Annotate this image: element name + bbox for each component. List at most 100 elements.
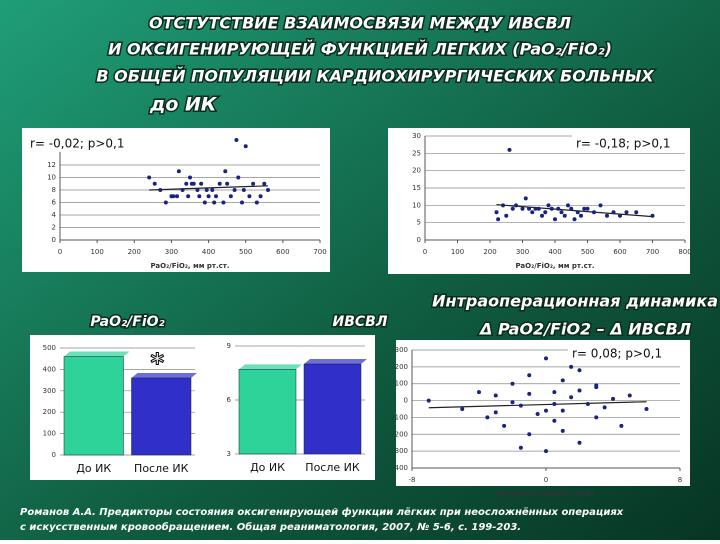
- y-tick-label: 300: [43, 387, 56, 395]
- point: [507, 147, 512, 152]
- point: [650, 213, 655, 218]
- point: [240, 200, 244, 205]
- bar: [303, 363, 362, 455]
- point: [152, 181, 157, 186]
- point: [518, 445, 523, 450]
- point: [221, 200, 226, 205]
- point: [510, 206, 515, 211]
- x-tick-label: 0: [544, 476, 548, 484]
- point: [147, 175, 152, 180]
- y-tick-label: 8: [52, 186, 56, 194]
- point: [560, 378, 565, 383]
- point: [225, 181, 230, 186]
- y-tick-label: 9: [227, 342, 231, 350]
- subtitle: до ИК: [149, 94, 218, 116]
- point: [518, 403, 523, 408]
- point: [510, 381, 515, 386]
- x-tick-label: 600: [613, 248, 626, 256]
- point: [494, 210, 499, 215]
- point: [579, 213, 583, 218]
- point: [195, 188, 200, 192]
- bar: [238, 369, 297, 455]
- point: [527, 391, 532, 396]
- point: [234, 138, 239, 142]
- point: [533, 206, 538, 211]
- point: [598, 203, 603, 208]
- y-tick-label: 300: [395, 346, 408, 354]
- point: [520, 206, 525, 211]
- point: [556, 206, 561, 211]
- point: [258, 194, 263, 199]
- point: [175, 194, 179, 199]
- point: [618, 213, 622, 218]
- annotation-box: [26, 134, 142, 152]
- point: [204, 188, 209, 192]
- footnote: с искусственным кровообращением. Общая р…: [20, 521, 521, 533]
- point: [530, 210, 535, 215]
- point: [514, 203, 518, 208]
- y-tick-label: 3: [227, 450, 231, 458]
- x-tick-label: После ИК: [305, 461, 360, 474]
- x-axis-label: PaO₂/FiO₂, мм рт.ст.: [150, 262, 229, 270]
- bar: [63, 356, 124, 456]
- y-tick-label: -100: [392, 413, 408, 421]
- annotation: r= -0,02; p>0,1: [30, 137, 124, 151]
- point: [527, 206, 531, 211]
- point: [176, 169, 181, 174]
- point: [504, 213, 509, 218]
- y-tick-label: 30: [412, 132, 421, 140]
- x-tick-label: 500: [581, 248, 594, 256]
- point: [546, 203, 551, 208]
- y-tick-label: 15: [412, 184, 421, 192]
- y-tick-label: 25: [412, 149, 421, 157]
- point: [212, 200, 217, 205]
- point: [605, 213, 609, 218]
- point: [527, 373, 532, 378]
- y-tick-label: 2: [52, 224, 56, 232]
- point: [477, 390, 481, 395]
- point: [188, 175, 192, 180]
- title-line: В ОБЩЕЙ ПОПУЛЯЦИИ КАРДИОХИРУРГИЧЕСКИХ БО…: [96, 67, 654, 86]
- point: [232, 188, 237, 192]
- point: [577, 388, 582, 393]
- y-tick-label: 400: [43, 365, 56, 373]
- point: [501, 203, 505, 208]
- x-axis-label: Динамика ИВСВЛ, мл/кг: [497, 490, 595, 498]
- footnote: Романов А.А. Предикторы состояния оксиге…: [20, 506, 624, 518]
- point: [510, 400, 515, 405]
- x-tick-label: 0: [58, 248, 62, 256]
- point: [552, 418, 557, 423]
- point: [223, 169, 228, 174]
- point: [585, 401, 590, 406]
- point: [611, 396, 615, 401]
- point: [559, 210, 564, 215]
- x-tick-label: 8: [678, 476, 682, 484]
- point: [228, 194, 233, 199]
- point: [158, 188, 163, 192]
- point: [163, 200, 168, 205]
- x-tick-label: 200: [128, 248, 141, 256]
- x-axis-label: PaO₂/FiO₂, мм рт.ст.: [515, 262, 594, 270]
- x-tick-label: 100: [451, 248, 464, 256]
- point: [549, 206, 554, 211]
- x-tick-label: До ИК: [76, 462, 111, 475]
- point: [569, 364, 574, 369]
- x-tick-label: 700: [313, 248, 326, 256]
- point: [594, 415, 599, 420]
- point: [569, 395, 574, 400]
- point: [634, 210, 639, 215]
- trend-line: [496, 204, 653, 218]
- point: [577, 368, 582, 373]
- point: [496, 217, 501, 222]
- y-tick-label: 10: [47, 174, 56, 182]
- title-line: И ОКСИГЕНИРУЮЩЕЙ ФУНКЦИЕЙ ЛЕГКИХ (PaO₂/F…: [108, 40, 612, 59]
- y-tick-label: 100: [43, 430, 56, 438]
- point: [553, 217, 557, 222]
- x-tick-label: 700: [646, 248, 659, 256]
- point: [527, 432, 532, 437]
- y-tick-label: 0: [417, 236, 421, 244]
- bar-top: [304, 359, 367, 364]
- x-tick-label: 200: [483, 248, 496, 256]
- bar-top: [64, 351, 130, 357]
